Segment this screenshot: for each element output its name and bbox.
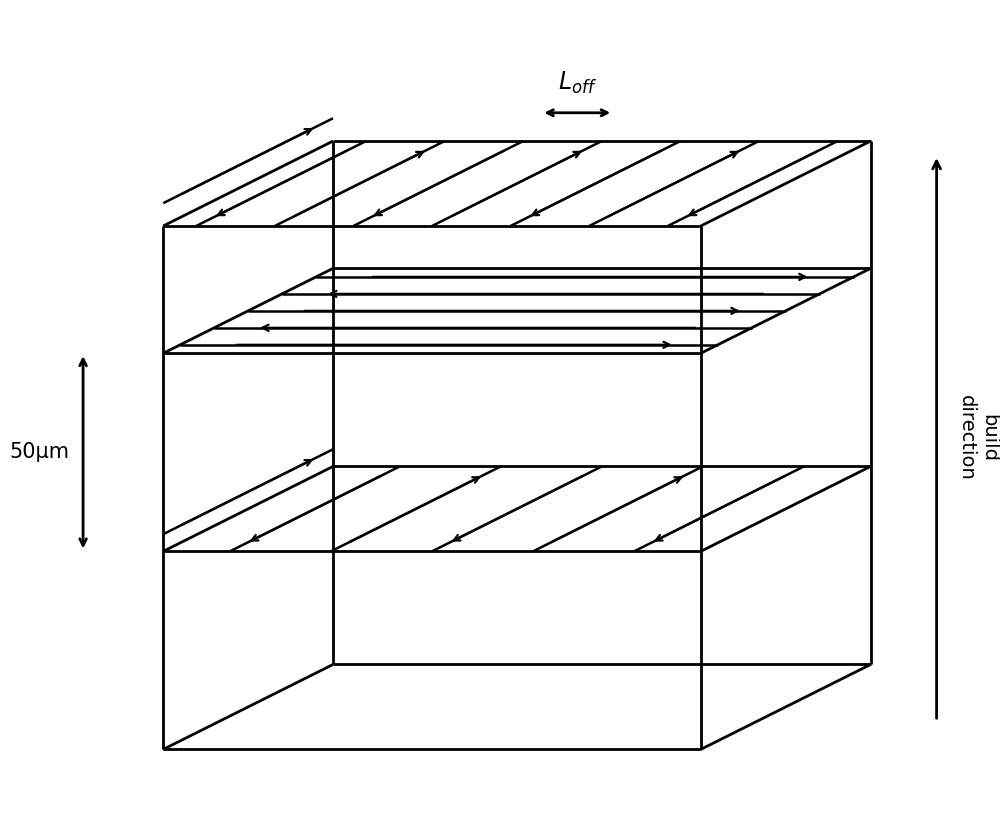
- Text: 50μm: 50μm: [9, 443, 69, 462]
- Text: build
direction: build direction: [957, 395, 998, 481]
- Text: $L_{off}$: $L_{off}$: [558, 69, 597, 96]
